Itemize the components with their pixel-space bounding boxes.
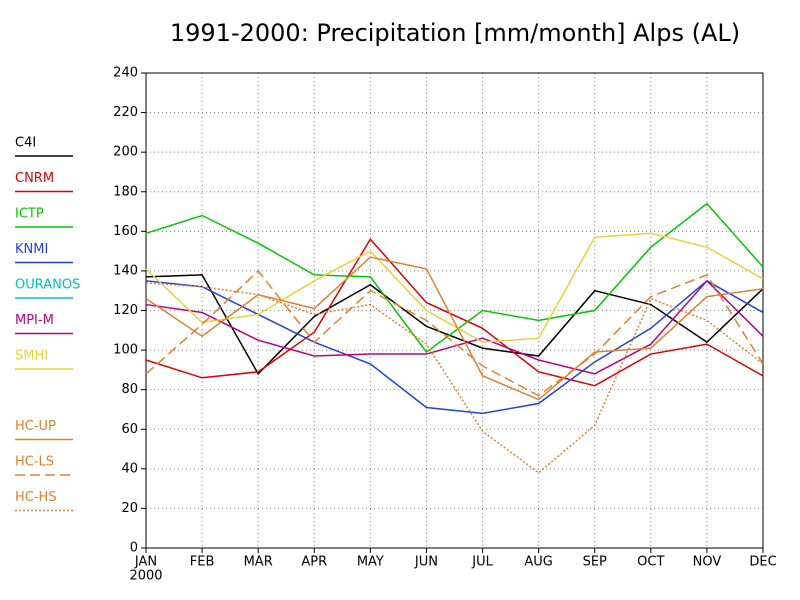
x-tick-label: FEB — [190, 555, 215, 570]
y-tick-label: 60 — [121, 422, 138, 437]
series-line — [145, 237, 764, 387]
x-tick-label: OCT — [637, 555, 664, 570]
legend-label: CNRM — [15, 171, 54, 186]
x-tick-label: AUG — [524, 555, 552, 570]
y-tick-label: 120 — [113, 303, 138, 318]
y-tick-label: 200 — [113, 145, 138, 160]
series-line — [145, 202, 764, 354]
legend-label: C4I — [15, 136, 36, 151]
y-tick-label: 240 — [113, 66, 138, 81]
y-tick-label: 20 — [121, 501, 138, 516]
x-tick-label: DEC — [749, 555, 776, 570]
y-tick-label: 40 — [121, 461, 138, 476]
legend-label: MPI-M — [15, 313, 54, 328]
x-tick-label: NOV — [693, 555, 722, 570]
plot-frame — [145, 72, 764, 549]
x-tick-label: JUN — [414, 555, 438, 570]
legend-label: HC-HS — [15, 490, 57, 505]
series-line — [145, 232, 764, 343]
chart-title: 1991-2000: Precipitation [mm/month] Alps… — [170, 19, 740, 47]
legend-label: HC-LS — [15, 455, 54, 470]
legend-label: OURANOS — [15, 278, 80, 293]
x-tick-label: MAY — [357, 555, 384, 570]
y-tick-label: 220 — [113, 105, 138, 120]
series-line — [145, 279, 764, 415]
series-line — [145, 274, 764, 376]
series-line — [145, 279, 764, 375]
series-line — [145, 282, 764, 474]
series-line — [145, 269, 764, 397]
legend-label: SMHI — [15, 349, 48, 364]
y-tick-label: 160 — [113, 224, 138, 239]
y-tick-label: 140 — [113, 263, 138, 278]
x-tick-label: MAR — [244, 555, 273, 570]
legend-label: ICTP — [15, 207, 44, 222]
x-tick-label: SEP — [583, 555, 607, 570]
legend-label: KNMI — [15, 242, 48, 257]
x-year-label: 2000 — [129, 569, 162, 584]
legend-label: HC-UP — [15, 419, 56, 434]
y-tick-label: 180 — [113, 184, 138, 199]
x-tick-label: JAN — [134, 555, 157, 570]
series-line — [145, 256, 764, 401]
x-tick-label: APR — [301, 555, 327, 570]
y-tick-label: 80 — [121, 382, 138, 397]
y-tick-label: 0 — [130, 541, 138, 556]
x-tick-label: JUL — [471, 555, 493, 570]
y-tick-label: 100 — [113, 343, 138, 358]
